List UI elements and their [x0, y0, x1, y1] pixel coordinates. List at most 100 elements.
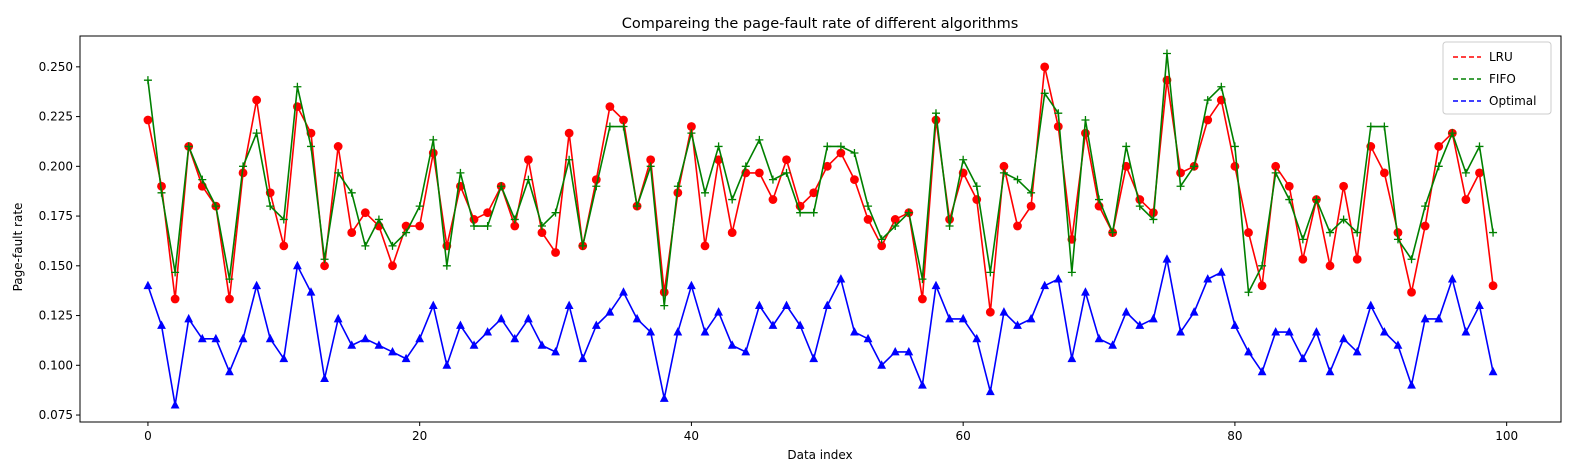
data-point-lru [1203, 115, 1213, 125]
data-point-optimal [700, 327, 710, 336]
x-tick-label: 80 [1227, 429, 1242, 443]
data-point-fifo [959, 155, 968, 164]
data-point-optimal [184, 313, 194, 323]
x-axis-label: Data index [787, 448, 852, 462]
plot-area-frame [79, 35, 1562, 423]
data-point-fifo [986, 268, 995, 277]
data-point-lru [727, 228, 737, 237]
data-point-fifo [972, 182, 981, 191]
data-point-fifo [1489, 228, 1498, 237]
data-point-optimal [1189, 307, 1199, 316]
data-point-lru [320, 261, 329, 271]
data-point-fifo [1190, 162, 1199, 171]
data-point-optimal [197, 333, 207, 343]
data-point-fifo [1475, 142, 1484, 151]
data-point-fifo [741, 162, 750, 171]
data-point-fifo [605, 122, 614, 131]
data-point-optimal [1013, 320, 1022, 329]
data-point-optimal [347, 340, 357, 349]
series-line-fifo [147, 52, 1494, 307]
x-tick-label: 40 [684, 429, 699, 443]
data-point-lru [836, 148, 846, 158]
data-point-lru [170, 294, 180, 304]
data-point-lru [1298, 254, 1308, 264]
data-point-lru [1271, 161, 1281, 171]
data-point-optimal [714, 307, 723, 316]
data-point-fifo [252, 129, 261, 138]
data-point-fifo [904, 208, 913, 217]
data-point-fifo [999, 168, 1008, 177]
data-point-optimal [238, 333, 248, 343]
data-point-optimal [523, 313, 533, 323]
data-point-lru [890, 215, 900, 224]
series-line-optimal [147, 258, 1494, 406]
x-tick-label: 100 [1495, 429, 1518, 443]
data-point-lru [646, 155, 656, 165]
data-point-lru [1434, 142, 1444, 151]
data-point-fifo [850, 148, 859, 157]
data-point-fifo [239, 162, 248, 171]
data-point-fifo [1081, 115, 1090, 124]
data-point-optimal [972, 333, 982, 343]
data-point-fifo [1380, 122, 1389, 131]
data-point-fifo [266, 202, 275, 211]
data-point-lru [605, 102, 615, 112]
data-point-lru [523, 155, 533, 165]
data-point-optimal [1366, 300, 1376, 310]
data-point-optimal [809, 353, 819, 363]
data-point-optimal [673, 327, 683, 336]
data-point-fifo [687, 129, 696, 138]
data-point-optimal [306, 287, 316, 296]
data-point-fifo [782, 168, 791, 177]
data-point-optimal [931, 280, 941, 290]
data-point-optimal [782, 300, 791, 310]
data-point-fifo [1434, 162, 1443, 171]
data-point-fifo [402, 228, 411, 237]
x-tick-label: 0 [144, 429, 152, 443]
data-point-fifo [1203, 96, 1212, 105]
data-point-fifo [1040, 89, 1049, 98]
data-point-fifo [456, 168, 465, 177]
y-axis-label: Page-fault rate [11, 203, 25, 292]
data-point-fifo [701, 188, 710, 197]
data-point-optimal [564, 300, 574, 310]
data-point-fifo [1421, 202, 1430, 211]
data-point-fifo [497, 182, 506, 191]
data-point-optimal [632, 313, 642, 323]
data-point-fifo [1217, 82, 1226, 91]
data-point-fifo [809, 208, 818, 217]
legend-label-optimal: Optimal [1489, 94, 1536, 108]
data-point-fifo [1067, 268, 1076, 277]
data-point-fifo [1149, 215, 1158, 224]
y-tick-label: 0.100 [39, 358, 73, 372]
data-point-optimal [537, 340, 547, 349]
data-point-optimal [1420, 313, 1430, 323]
data-point-optimal [1108, 340, 1118, 349]
data-point-fifo [1013, 175, 1022, 184]
data-point-fifo [293, 82, 302, 91]
data-point-lru [1393, 228, 1403, 237]
data-point-lru [510, 221, 520, 231]
data-point-lru [333, 142, 343, 151]
data-point-fifo [728, 195, 737, 204]
data-point-fifo [646, 162, 655, 171]
data-point-fifo [633, 202, 642, 211]
data-point-optimal [415, 333, 425, 343]
data-point-optimal [795, 320, 805, 329]
data-point-lru [1339, 181, 1349, 191]
data-point-optimal [374, 340, 384, 349]
data-point-fifo [551, 208, 560, 217]
data-point-optimal [1081, 287, 1090, 296]
data-point-optimal [958, 313, 968, 323]
data-point-fifo [157, 188, 166, 197]
data-point-lru [877, 241, 887, 251]
chart-title: Compareing the page-fault rate of differ… [622, 16, 1019, 32]
data-point-optimal [401, 353, 411, 363]
data-point-lru [809, 188, 819, 198]
data-point-fifo [1271, 168, 1280, 177]
data-point-fifo [306, 142, 315, 151]
data-point-fifo [374, 215, 383, 224]
legend-label-fifo: FIFO [1489, 72, 1516, 86]
data-point-fifo [1339, 215, 1348, 224]
series-lru [143, 62, 1498, 317]
